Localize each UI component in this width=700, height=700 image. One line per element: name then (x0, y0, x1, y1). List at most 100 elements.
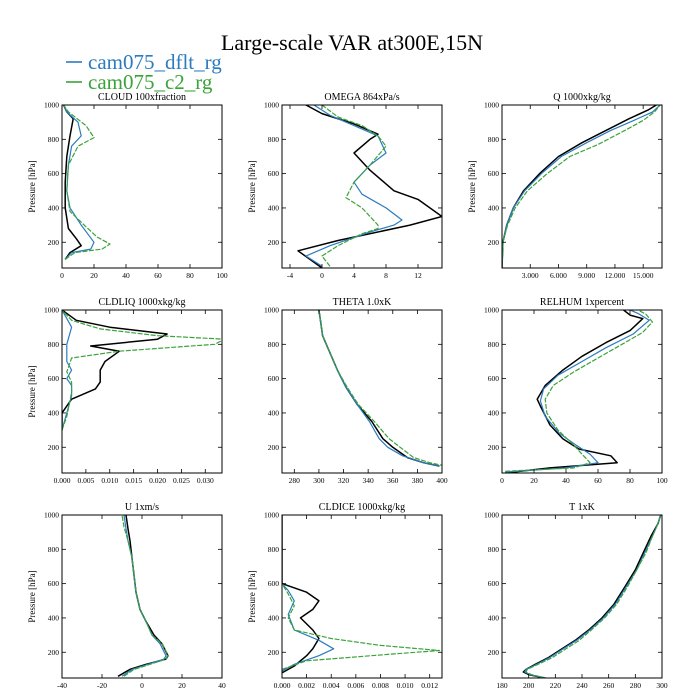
y-tick-label: 200 (48, 238, 60, 247)
x-tick-label: 0 (60, 271, 64, 280)
c2-line (505, 310, 654, 472)
x-tick-label: 100 (216, 271, 228, 280)
y-tick-label: 1000 (484, 101, 499, 110)
y-axis-label: Pressure [hPa] (27, 365, 37, 417)
dflt-line (318, 310, 440, 467)
y-tick-label: 400 (48, 408, 60, 417)
y-tick-label: 400 (488, 613, 500, 622)
panel-frame (61, 309, 223, 474)
x-tick-label: 360 (387, 476, 399, 485)
reference-line (502, 105, 657, 268)
x-tick-label: 0.000 (274, 681, 291, 690)
y-tick-label: 800 (268, 545, 280, 554)
panel-title: RELHUM 1xpercent (540, 297, 624, 308)
x-tick-label: -20 (97, 681, 107, 690)
panel-title: CLDICE 1000xkg/kg (319, 502, 405, 513)
x-tick-label: 40 (122, 271, 130, 280)
y-tick-label: 600 (488, 579, 500, 588)
c2-line (321, 105, 387, 267)
x-tick-label: 9.000 (578, 271, 595, 280)
y-tick-label: 600 (48, 169, 60, 178)
y-tick-label: 200 (268, 238, 280, 247)
x-tick-label: 220 (550, 681, 562, 690)
y-tick-label: 800 (488, 340, 500, 349)
x-tick-label: 300 (313, 476, 325, 485)
y-tick-label: 600 (488, 374, 500, 383)
c2-line (62, 310, 222, 431)
dflt-line (502, 105, 661, 268)
y-tick-label: 200 (488, 238, 500, 247)
x-tick-label: 80 (186, 271, 194, 280)
y-tick-label: 200 (268, 648, 280, 657)
x-tick-label: -40 (57, 681, 67, 690)
y-tick-label: 200 (488, 648, 500, 657)
x-tick-label: 0.008 (372, 681, 389, 690)
x-tick-label: -4 (287, 271, 293, 280)
figure-title: Large-scale VAR at300E,15N (221, 30, 483, 55)
y-tick-label: 400 (268, 613, 280, 622)
dflt-line (121, 515, 167, 677)
x-tick-label: 0.020 (149, 476, 166, 485)
x-tick-label: 8 (384, 271, 388, 280)
y-tick-label: 200 (268, 443, 280, 452)
y-tick-label: 1000 (264, 306, 279, 315)
x-tick-label: 240 (576, 681, 588, 690)
x-tick-label: 6.000 (550, 271, 567, 280)
y-tick-label: 200 (488, 443, 500, 452)
x-tick-label: 0.015 (125, 476, 142, 485)
panel-frame (281, 514, 443, 679)
reference-line (318, 310, 440, 467)
x-tick-label: 40 (562, 476, 570, 485)
x-tick-label: 0 (500, 476, 504, 485)
panel-frame (281, 104, 443, 269)
panel-3: Q 1000xkg/kg Pressure [hPa] 200 400 600 800 10… (467, 92, 663, 280)
x-tick-label: 80 (626, 476, 634, 485)
x-tick-label: 180 (496, 681, 508, 690)
y-tick-label: 400 (488, 408, 500, 417)
panel-title: OMEGA 864xPa/s (324, 92, 399, 103)
panel-frame (281, 309, 443, 474)
c2-line (502, 105, 661, 268)
plot-area (117, 515, 169, 677)
x-tick-label: 0.006 (347, 681, 364, 690)
y-tick-label: 400 (48, 613, 60, 622)
y-tick-label: 400 (488, 203, 500, 212)
y-tick-label: 600 (268, 579, 280, 588)
y-tick-label: 400 (268, 203, 280, 212)
reference-line (505, 310, 644, 473)
plot-area (297, 105, 442, 268)
y-tick-label: 800 (48, 545, 60, 554)
c2-line (318, 310, 442, 466)
plot-area (62, 310, 222, 431)
y-tick-label: 800 (48, 135, 60, 144)
panel-frame (61, 514, 223, 679)
panel-9: T 1xK 200 400 600 800 1000 180 200 220 240 260 280 3… (484, 502, 668, 690)
x-tick-label: 200 (523, 681, 535, 690)
dflt-line (282, 583, 335, 672)
y-tick-label: 1000 (484, 511, 499, 520)
x-tick-label: 260 (603, 681, 615, 690)
x-tick-label: 3.000 (522, 271, 539, 280)
plot-area (502, 105, 661, 268)
x-tick-label: 300 (656, 681, 668, 690)
x-tick-label: 20 (530, 476, 538, 485)
x-tick-label: 12 (414, 271, 422, 280)
panel-title: CLOUD 100xfraction (98, 92, 186, 103)
reference-line (117, 515, 169, 677)
y-tick-label: 1000 (44, 306, 59, 315)
x-tick-label: 0.004 (323, 681, 340, 690)
panel-2: OMEGA 864xPa/s Pressure [hPa] 200 400 600 800… (247, 92, 443, 280)
plot-area (282, 515, 441, 674)
y-axis-label: Pressure [hPa] (247, 160, 257, 212)
y-tick-label: 1000 (44, 101, 59, 110)
x-tick-label: 60 (154, 271, 162, 280)
y-tick-label: 1000 (264, 101, 279, 110)
y-tick-label: 800 (48, 340, 60, 349)
x-tick-label: 280 (289, 476, 301, 485)
y-tick-label: 800 (488, 135, 500, 144)
plot-area (505, 310, 654, 473)
x-tick-label: 20 (90, 271, 98, 280)
panel-frame (61, 104, 223, 269)
